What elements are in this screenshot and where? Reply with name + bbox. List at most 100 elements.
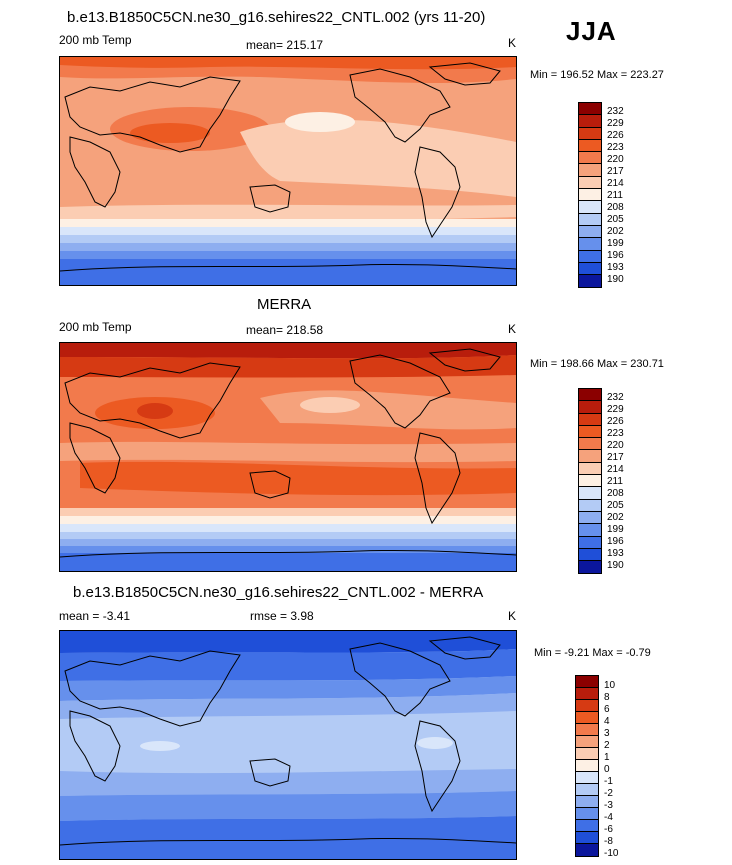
panel3-midlat-band xyxy=(60,676,516,701)
panel3-colorbar-label: -4 xyxy=(604,812,613,823)
panel3-colorbar-swatch xyxy=(576,688,598,700)
panel2-units-label: K xyxy=(508,322,517,336)
panel3-colorbar-swatch xyxy=(576,796,598,808)
panel1-variable-label: 200 mb Temp xyxy=(59,33,132,47)
panel2-colorbar-label: 220 xyxy=(607,440,624,451)
panel1-colorbar-swatch xyxy=(579,262,601,276)
panel1-colorbar-label: 202 xyxy=(607,226,624,237)
panel3-colorbar-swatch xyxy=(576,700,598,712)
panel2-colorbar-swatch xyxy=(579,487,601,500)
panel3-colorbar-label: -10 xyxy=(604,848,619,859)
panel2-colorbar-label: 217 xyxy=(607,452,624,463)
panel3-colorbar xyxy=(575,675,599,857)
panel2-coastlines xyxy=(60,348,516,558)
panel3-subtrop-band xyxy=(60,693,516,719)
panel2-cold-band-4 xyxy=(60,532,516,539)
panel3-title: b.e13.B1850C5CN.ne30_g16.sehires22_CNTL.… xyxy=(73,584,484,601)
panel3-colorbar-label: -6 xyxy=(604,824,613,835)
panel2-arctic-max xyxy=(60,343,516,359)
panel1-title: b.e13.B1850C5CN.ne30_g16.sehires22_CNTL.… xyxy=(67,9,486,26)
panel1-units-label: K xyxy=(508,36,517,50)
panel2-colorbar-swatch xyxy=(579,401,601,414)
panel3-map xyxy=(59,630,517,860)
panel1-colorbar-label: 217 xyxy=(607,166,624,177)
panel2-south-warm xyxy=(80,461,516,496)
panel1-colorbar-swatch xyxy=(579,176,601,190)
panel2-colorbar-swatch xyxy=(579,450,601,463)
panel1-colorbar-swatch xyxy=(579,115,601,128)
panel2-colorbar-swatch xyxy=(579,438,601,451)
panel3-units-label: K xyxy=(508,609,517,623)
season-label: JJA xyxy=(566,16,617,46)
panel1-colorbar-label: 232 xyxy=(607,106,624,117)
panel3-light-patch xyxy=(417,737,453,749)
panel2-colorbar-label: 202 xyxy=(607,512,624,523)
panel1-colorbar-label: 229 xyxy=(607,118,624,129)
panel2-colorbar-label: 196 xyxy=(607,536,624,547)
panel2-colorbar-label: 232 xyxy=(607,392,624,403)
panel1-pacific-min xyxy=(285,112,355,132)
panel2-colorbar-label: 214 xyxy=(607,464,624,475)
panel1-colorbar-swatch xyxy=(579,213,601,226)
panel1-colorbar-label: 214 xyxy=(607,178,624,189)
panel1-colorbar-swatch xyxy=(579,250,601,263)
panel2-colorbar-swatch xyxy=(579,524,601,537)
panel2-cold-band-7 xyxy=(60,553,516,571)
panel1-colorbar-swatch xyxy=(579,164,601,177)
panel3-map-svg xyxy=(60,631,516,859)
panel2-cold-band-5 xyxy=(60,539,516,546)
panel2-tibet-max xyxy=(137,403,173,419)
panel2-pacific-min xyxy=(300,397,360,413)
panel1-cold-band-6 xyxy=(60,259,516,285)
panel1-colorbar-label: 205 xyxy=(607,214,624,225)
panel3-mean-label: mean = -3.41 xyxy=(59,609,131,623)
panel3-colorbar-label: -3 xyxy=(604,800,613,811)
panel3-colorbar-label: 0 xyxy=(604,764,610,775)
panel2-colorbar-label: 208 xyxy=(607,488,624,499)
panel2-colorbar-label: 190 xyxy=(607,560,624,571)
panel2-colorbar-swatch xyxy=(579,548,601,562)
panel1-cold-band-3 xyxy=(60,235,516,243)
panel1-tibet-max xyxy=(130,123,210,143)
panel2-cold-band-2 xyxy=(60,516,516,524)
panel2-colorbar-label: 229 xyxy=(607,404,624,415)
panel3-colorbar-swatch xyxy=(576,808,598,820)
panel1-colorbar-swatch xyxy=(579,275,601,288)
panel2-equator-band xyxy=(60,441,516,463)
panel1-colorbar-label: 199 xyxy=(607,238,624,249)
panel1-tropical-band xyxy=(240,119,516,197)
panel1-coastlines xyxy=(60,62,516,272)
panel2-colorbar xyxy=(578,388,602,575)
panel3-colorbar-label: 3 xyxy=(604,728,610,739)
panel3-colorbar-label: -8 xyxy=(604,836,613,847)
panel1-colorbar-label: 211 xyxy=(607,190,623,201)
panel1-minmax-label: Min = 196.52 Max = 223.27 xyxy=(530,69,664,81)
panel3-colorbar-swatch xyxy=(576,760,598,772)
panel1-cold-band-2 xyxy=(60,227,516,235)
panel2-colorbar-swatch xyxy=(579,511,601,525)
panel2-map xyxy=(59,342,517,572)
panel3-south-band-2 xyxy=(60,791,516,821)
panel1-cold-band-1 xyxy=(60,219,516,227)
panel1-colorbar xyxy=(578,102,602,289)
panel3-arctic-band xyxy=(60,649,516,681)
panel1-colorbar-swatch xyxy=(579,127,601,140)
panel2-colorbar-swatch xyxy=(579,475,601,488)
panel1-arctic-warm xyxy=(60,57,516,70)
panel3-colorbar-swatch xyxy=(576,748,598,760)
panel3-colorbar-label: 6 xyxy=(604,704,610,715)
panel1-colorbar-label: 193 xyxy=(607,262,624,273)
panel1-mean-label: mean= 215.17 xyxy=(246,38,324,52)
panel3-colorbar-swatch xyxy=(576,820,598,832)
panel3-colorbar-label: 1 xyxy=(604,752,610,763)
panel2-colorbar-swatch xyxy=(579,413,601,426)
panel2-colorbar-label: 226 xyxy=(607,416,624,427)
panel1-colorbar-label: 220 xyxy=(607,154,624,165)
panel2-title: MERRA xyxy=(257,296,312,313)
panel1-colorbar-swatch xyxy=(579,225,601,239)
panel1-south-band xyxy=(60,204,516,222)
panel2-cold-band-1 xyxy=(60,508,516,516)
panel2-colorbar-label: 193 xyxy=(607,548,624,559)
panel3-coastlines xyxy=(60,636,516,846)
panel3-colorbar-label: 2 xyxy=(604,740,610,751)
